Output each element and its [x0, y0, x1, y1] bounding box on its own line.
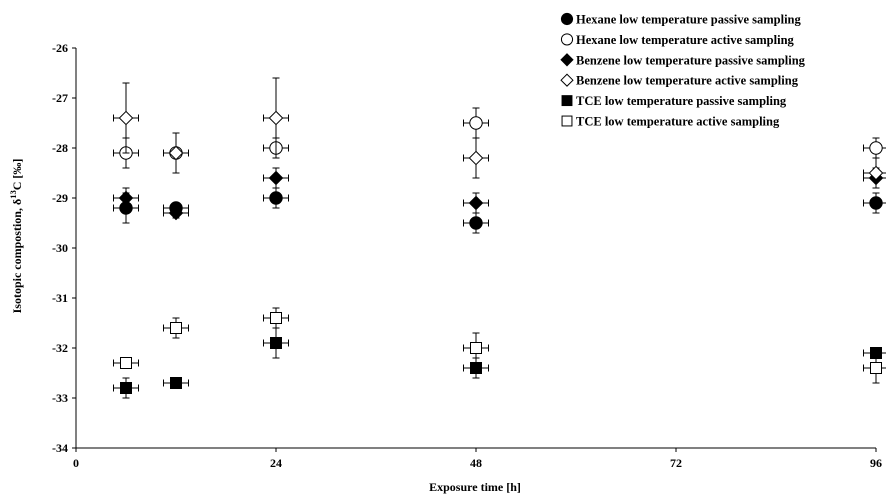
data-point [870, 362, 882, 374]
data-point [168, 205, 184, 221]
legend-item: Benzene low temperature active sampling [560, 73, 799, 88]
data-point [268, 110, 284, 126]
data-point [118, 110, 134, 126]
legend-marker [560, 12, 574, 26]
legend-marker [560, 53, 574, 67]
y-tick-label: -28 [52, 141, 68, 155]
y-tick-label: -32 [52, 341, 68, 355]
data-points [113, 77, 886, 399]
x-tick-label: 24 [270, 456, 282, 470]
legend-item: TCE low temperature passive sampling [561, 94, 787, 108]
data-point [869, 141, 883, 155]
data-point [170, 322, 182, 334]
data-point [118, 190, 134, 206]
axes: -34 -33 -32 -31 -30 -29 -28 -27 -26 0 24 48 72 96 [52, 41, 882, 470]
data-point [268, 170, 284, 186]
data-point [270, 337, 282, 349]
y-tick-label: -26 [52, 41, 68, 55]
legend-item: Benzene low temperature passive sampling [560, 53, 806, 67]
x-tick-label: 48 [470, 456, 482, 470]
legend-label: TCE low temperature passive sampling [576, 94, 787, 108]
data-point [170, 377, 182, 389]
data-point [168, 145, 184, 161]
x-tick-label: 0 [73, 456, 79, 470]
data-point [120, 357, 132, 369]
legend: Hexane low temperature passive sampling H… [560, 12, 806, 129]
legend-marker [560, 33, 574, 46]
legend-item: Hexane low temperature passive sampling [560, 12, 802, 27]
series-6 [113, 307, 886, 384]
data-point [869, 196, 883, 210]
legend-label: Benzene low temperature passive sampling [576, 53, 806, 67]
data-point [469, 116, 483, 130]
y-tick-label: -30 [52, 241, 68, 255]
series-1 [113, 187, 886, 234]
data-point [470, 342, 482, 354]
legend-label: TCE low temperature active sampling [576, 115, 780, 129]
series-3 [113, 167, 886, 221]
legend-marker [561, 95, 573, 107]
legend-label: Hexane low temperature active sampling [576, 33, 795, 47]
y-tick-label: -31 [52, 291, 68, 305]
legend-item: Hexane low temperature active sampling [560, 33, 795, 47]
legend-marker [560, 73, 574, 87]
x-tick-label: 72 [670, 456, 682, 470]
data-point [120, 382, 132, 394]
data-point [269, 191, 283, 205]
data-point [468, 150, 484, 166]
y-tick-label: -29 [52, 191, 68, 205]
legend-label: Benzene low temperature active sampling [576, 74, 799, 88]
data-point [469, 216, 483, 230]
y-axis-title: Isotopic compostion, δ13C [‰] [8, 159, 24, 314]
x-tick-label: 96 [870, 456, 882, 470]
data-point [468, 195, 484, 211]
series-4 [113, 77, 886, 189]
y-tick-label: -27 [52, 91, 68, 105]
data-point [270, 312, 282, 324]
y-tick-label: -34 [52, 441, 68, 455]
legend-marker [561, 115, 573, 127]
data-point [470, 362, 482, 374]
legend-item: TCE low temperature active sampling [561, 115, 780, 129]
legend-label: Hexane low temperature passive sampling [576, 13, 802, 27]
x-axis-title: Exposure time [h] [429, 480, 521, 494]
series-5 [113, 327, 886, 399]
y-tick-label: -33 [52, 391, 68, 405]
data-point [868, 165, 884, 181]
